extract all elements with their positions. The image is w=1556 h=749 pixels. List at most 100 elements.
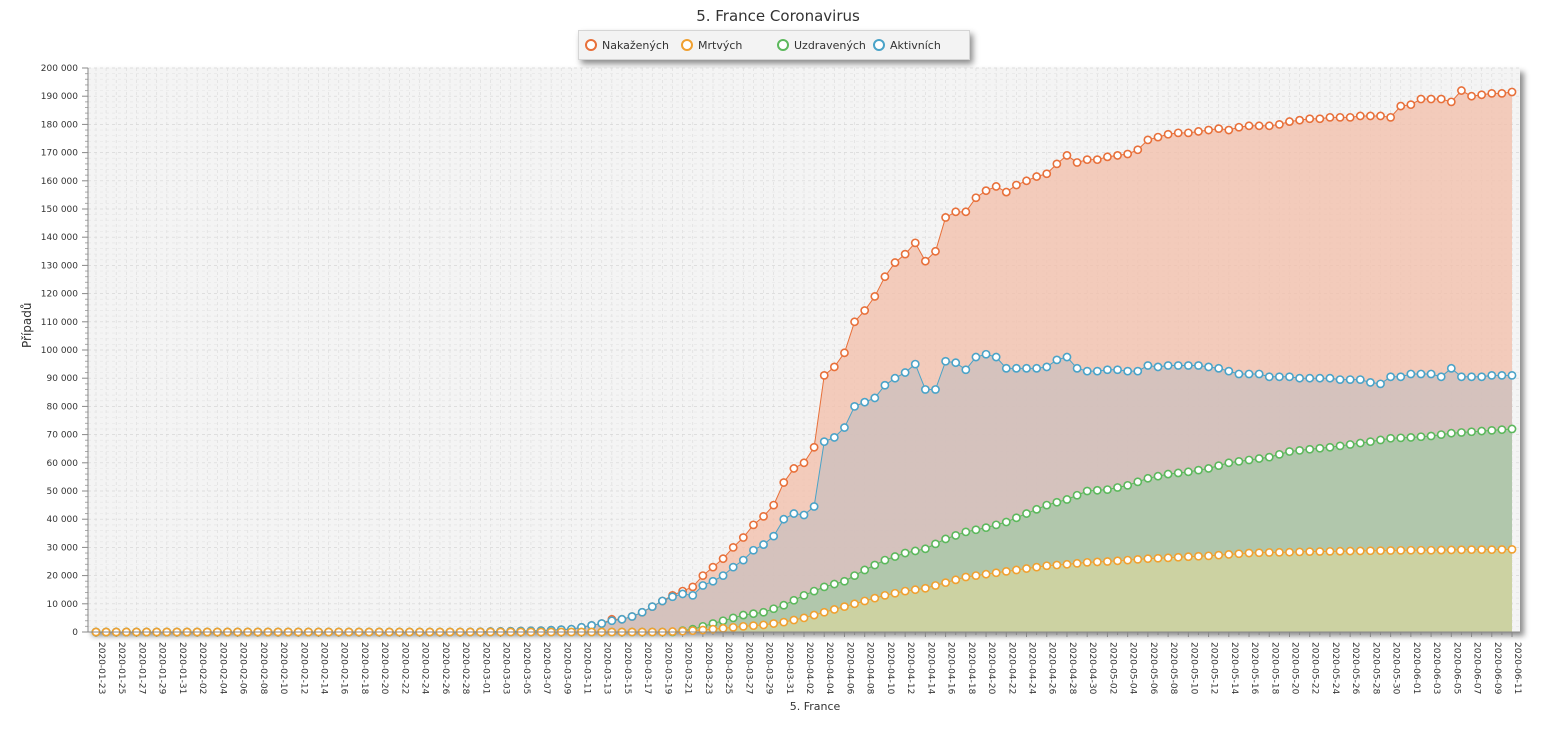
data-point — [1234, 549, 1244, 559]
legend-swatch-icon — [681, 39, 693, 51]
legend-swatch-icon — [777, 39, 789, 51]
data-point — [738, 621, 748, 631]
data-point — [1446, 363, 1456, 373]
data-point — [890, 373, 900, 383]
data-point — [1446, 428, 1456, 438]
data-point — [1214, 550, 1224, 560]
data-point — [971, 571, 981, 580]
data-point — [1042, 362, 1052, 372]
data-point — [1446, 97, 1456, 107]
x-tick-label: 2020-03-15 — [622, 642, 632, 694]
data-point — [910, 546, 920, 556]
legend-item-mrtvych[interactable]: Mrtvých — [681, 37, 742, 53]
data-point — [1386, 112, 1396, 122]
data-point — [1194, 551, 1203, 561]
data-point — [819, 437, 829, 447]
x-tick-label: 2020-02-08 — [258, 642, 268, 695]
data-point — [1436, 430, 1446, 439]
data-point — [1123, 149, 1133, 159]
data-point — [1204, 362, 1213, 372]
data-point — [809, 610, 819, 620]
x-tick-label: 2020-02-04 — [217, 642, 227, 695]
x-tick-label: 2020-06-03 — [1431, 642, 1441, 694]
legend-item-nakazenych[interactable]: Nakažených — [585, 37, 669, 53]
data-point — [1113, 151, 1122, 160]
data-point — [1264, 372, 1274, 382]
data-point — [1022, 363, 1031, 373]
data-point — [1032, 172, 1042, 181]
data-point — [850, 571, 859, 580]
data-point — [1052, 159, 1062, 169]
data-point — [850, 401, 859, 411]
data-point — [799, 613, 809, 623]
data-point — [829, 433, 839, 442]
data-point — [900, 586, 910, 596]
data-point — [1133, 477, 1143, 487]
data-point — [981, 569, 991, 579]
data-point — [637, 607, 647, 617]
data-point — [1123, 555, 1133, 565]
data-point — [1457, 372, 1466, 382]
data-point — [1497, 88, 1507, 98]
data-point — [1436, 372, 1446, 382]
data-point — [1133, 366, 1143, 376]
data-point — [1406, 369, 1416, 379]
data-point — [759, 607, 768, 617]
data-point — [1305, 444, 1315, 454]
x-tick-label: 2020-03-05 — [521, 642, 531, 694]
x-tick-label: 2020-03-03 — [501, 642, 511, 694]
data-point — [738, 610, 748, 620]
data-point — [1092, 485, 1102, 495]
data-point — [1285, 447, 1294, 456]
y-tick-label: 100 000 — [41, 346, 78, 356]
data-point — [1295, 445, 1304, 455]
data-point — [759, 540, 768, 549]
data-point — [870, 292, 880, 301]
data-point — [870, 593, 880, 603]
legend-item-aktivnich[interactable]: Aktivních — [873, 37, 941, 53]
data-point — [607, 616, 617, 626]
x-tick-label: 2020-01-23 — [96, 642, 106, 694]
data-point — [1345, 375, 1355, 385]
data-point — [809, 502, 819, 511]
data-point — [870, 560, 880, 570]
data-point — [1163, 129, 1173, 139]
legend-swatch-icon — [585, 39, 597, 51]
legend-label: Uzdravených — [794, 38, 866, 52]
data-point — [860, 596, 870, 606]
data-point — [1143, 361, 1153, 370]
data-point — [1244, 121, 1254, 131]
data-point — [1001, 187, 1011, 197]
data-point — [779, 617, 789, 627]
x-tick-label: 2020-03-09 — [561, 642, 571, 695]
y-tick-label: 150 000 — [41, 205, 78, 215]
data-point — [1386, 372, 1396, 382]
legend-item-uzdravenych[interactable]: Uzdravených — [777, 37, 866, 53]
x-tick-label: 2020-04-22 — [1006, 642, 1016, 694]
data-point — [779, 478, 789, 487]
y-tick-label: 0 — [72, 628, 78, 638]
x-tick-label: 2020-02-28 — [460, 642, 470, 695]
data-point — [809, 442, 819, 452]
legend-label: Aktivních — [890, 38, 941, 52]
data-point — [749, 609, 758, 619]
data-point — [1173, 552, 1183, 562]
data-point — [1457, 545, 1466, 555]
data-point — [941, 356, 950, 366]
data-point — [1092, 366, 1102, 376]
data-point — [1042, 169, 1052, 179]
data-point — [1406, 100, 1416, 110]
data-point — [840, 602, 849, 612]
data-point — [668, 592, 677, 602]
data-point — [1355, 546, 1365, 556]
data-point — [1022, 509, 1031, 518]
data-point — [1396, 101, 1406, 111]
data-point — [799, 510, 809, 520]
x-tick-label: 2020-02-14 — [319, 642, 329, 695]
data-point — [1082, 486, 1092, 496]
data-point — [1143, 554, 1153, 564]
data-point — [1416, 94, 1426, 104]
y-tick-label: 90 000 — [47, 374, 79, 384]
x-tick-label: 2020-03-29 — [764, 642, 774, 695]
x-tick-label: 2020-04-30 — [1087, 642, 1097, 695]
